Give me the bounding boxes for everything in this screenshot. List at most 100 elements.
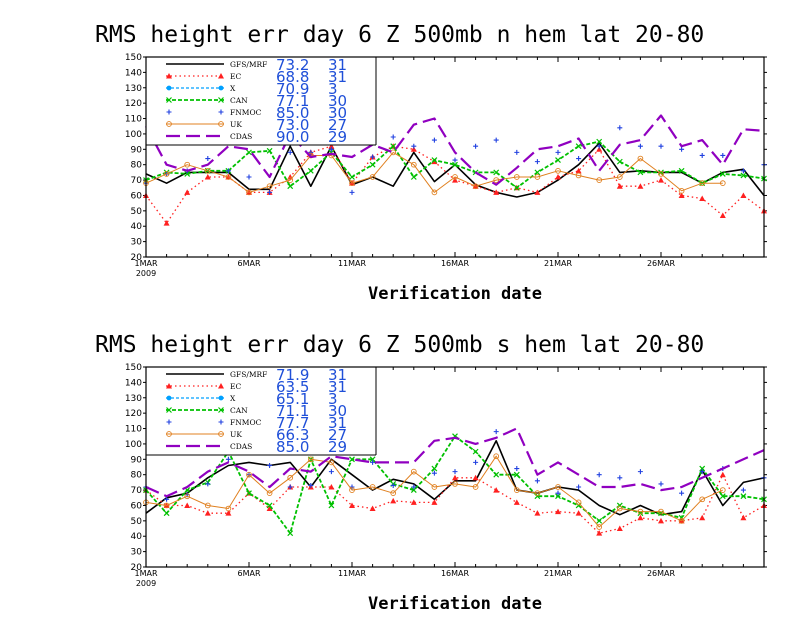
- data-point: [596, 524, 603, 530]
- x-axis-label: Verification date: [368, 594, 542, 614]
- legend-marker: [218, 73, 224, 79]
- legend-label: GFS/MRF: [230, 60, 267, 69]
- legend-label: UK: [230, 430, 242, 439]
- chart-title: RMS height err day 6 Z 500mb s hem lat 2…: [95, 332, 704, 358]
- data-point: [369, 456, 376, 463]
- y-tick-label: 50: [131, 207, 143, 217]
- data-point: [575, 510, 582, 516]
- data-point: [266, 183, 273, 190]
- y-tick-label: 60: [131, 501, 143, 511]
- data-point: [493, 177, 500, 183]
- data-point: [596, 517, 603, 524]
- data-point: [493, 137, 499, 143]
- data-point: [452, 469, 458, 475]
- data-point: [246, 189, 252, 196]
- data-point: [204, 174, 211, 180]
- data-point: [472, 183, 479, 190]
- data-point: [410, 174, 417, 180]
- series-cdas: [145, 114, 765, 186]
- legend-mean: 73.2: [276, 56, 309, 74]
- data-point: [534, 159, 540, 165]
- data-point: [679, 490, 685, 496]
- data-point: [246, 490, 252, 497]
- data-point: [184, 161, 191, 168]
- legend-label: X: [230, 394, 236, 403]
- data-point: [328, 469, 334, 475]
- legend-count: 31: [328, 366, 347, 384]
- data-point: [225, 505, 232, 512]
- legend-marker: [166, 431, 172, 437]
- data-point: [534, 174, 541, 180]
- data-point: [575, 167, 582, 174]
- legend: GFS/MRF 73.2 31 EC 68.8 31 X 70.9 3 CAN 77.1 30 FNMO…: [146, 56, 377, 146]
- y-tick-label: 20: [131, 563, 143, 573]
- data-point: [740, 487, 746, 493]
- data-point: [308, 149, 314, 155]
- data-point: [617, 475, 623, 481]
- data-point: [225, 510, 232, 516]
- data-point: [555, 149, 561, 155]
- data-point: [163, 171, 170, 177]
- legend-count: 31: [328, 56, 347, 74]
- data-point: [308, 482, 314, 488]
- legend-mean: 63.5: [276, 378, 309, 396]
- series-line: [145, 114, 765, 186]
- data-point: [266, 505, 273, 512]
- data-point: [493, 471, 500, 478]
- y-tick-label: 110: [125, 425, 142, 435]
- data-point: [246, 149, 252, 156]
- data-point: [493, 487, 500, 493]
- data-point: [576, 484, 582, 490]
- data-point: [370, 459, 376, 465]
- data-point: [349, 502, 355, 508]
- data-point: [719, 493, 726, 500]
- data-point: [658, 517, 664, 524]
- data-point: [637, 169, 644, 176]
- legend-mean: 85.0: [276, 438, 309, 456]
- data-point: [452, 174, 458, 180]
- data-point: [205, 156, 211, 162]
- data-point: [431, 499, 438, 505]
- data-point: [163, 502, 170, 509]
- y-tick-label: 40: [131, 532, 143, 542]
- data-point: [699, 152, 705, 158]
- legend-mean: 71.1: [276, 402, 309, 420]
- chart-title: RMS height err day 6 Z 500mb n hem lat 2…: [95, 22, 704, 48]
- data-point: [513, 499, 520, 505]
- legend-count: 27: [328, 116, 347, 134]
- data-point: [555, 174, 561, 180]
- data-point: [246, 471, 252, 478]
- data-point: [390, 482, 396, 488]
- y-tick-label: 90: [131, 455, 143, 465]
- data-point: [287, 183, 294, 190]
- x-tick-label: 6MAR: [237, 569, 260, 578]
- data-point: [431, 470, 437, 476]
- legend-count: 31: [328, 414, 347, 432]
- data-point: [637, 514, 644, 521]
- data-point: [410, 146, 417, 152]
- legend-mean: 90.0: [276, 128, 309, 146]
- y-tick-label: 70: [131, 486, 143, 496]
- x-tick-label: 21MAR: [544, 259, 573, 268]
- chart-panel-2: RMS height err day 6 Z 500mb s hem lat 2…: [95, 332, 767, 614]
- data-point: [513, 487, 520, 493]
- data-point: [328, 146, 334, 152]
- data-point: [596, 472, 602, 478]
- series-uk: [143, 149, 726, 196]
- x-tick-sublabel: 2009: [136, 579, 156, 588]
- x-tick-label: 16MAR: [441, 569, 470, 578]
- data-point: [514, 466, 520, 472]
- data-point: [472, 448, 479, 455]
- data-point: [472, 474, 479, 481]
- data-point: [431, 158, 438, 165]
- data-point: [369, 161, 376, 168]
- y-tick-label: 150: [125, 53, 142, 63]
- data-point: [287, 149, 293, 155]
- data-point: [555, 490, 561, 496]
- legend-marker: [166, 109, 172, 115]
- data-point: [555, 508, 561, 515]
- data-point: [267, 462, 273, 468]
- data-point: [266, 147, 273, 154]
- x-tick-label: 11MAR: [338, 259, 367, 268]
- data-point: [616, 505, 623, 512]
